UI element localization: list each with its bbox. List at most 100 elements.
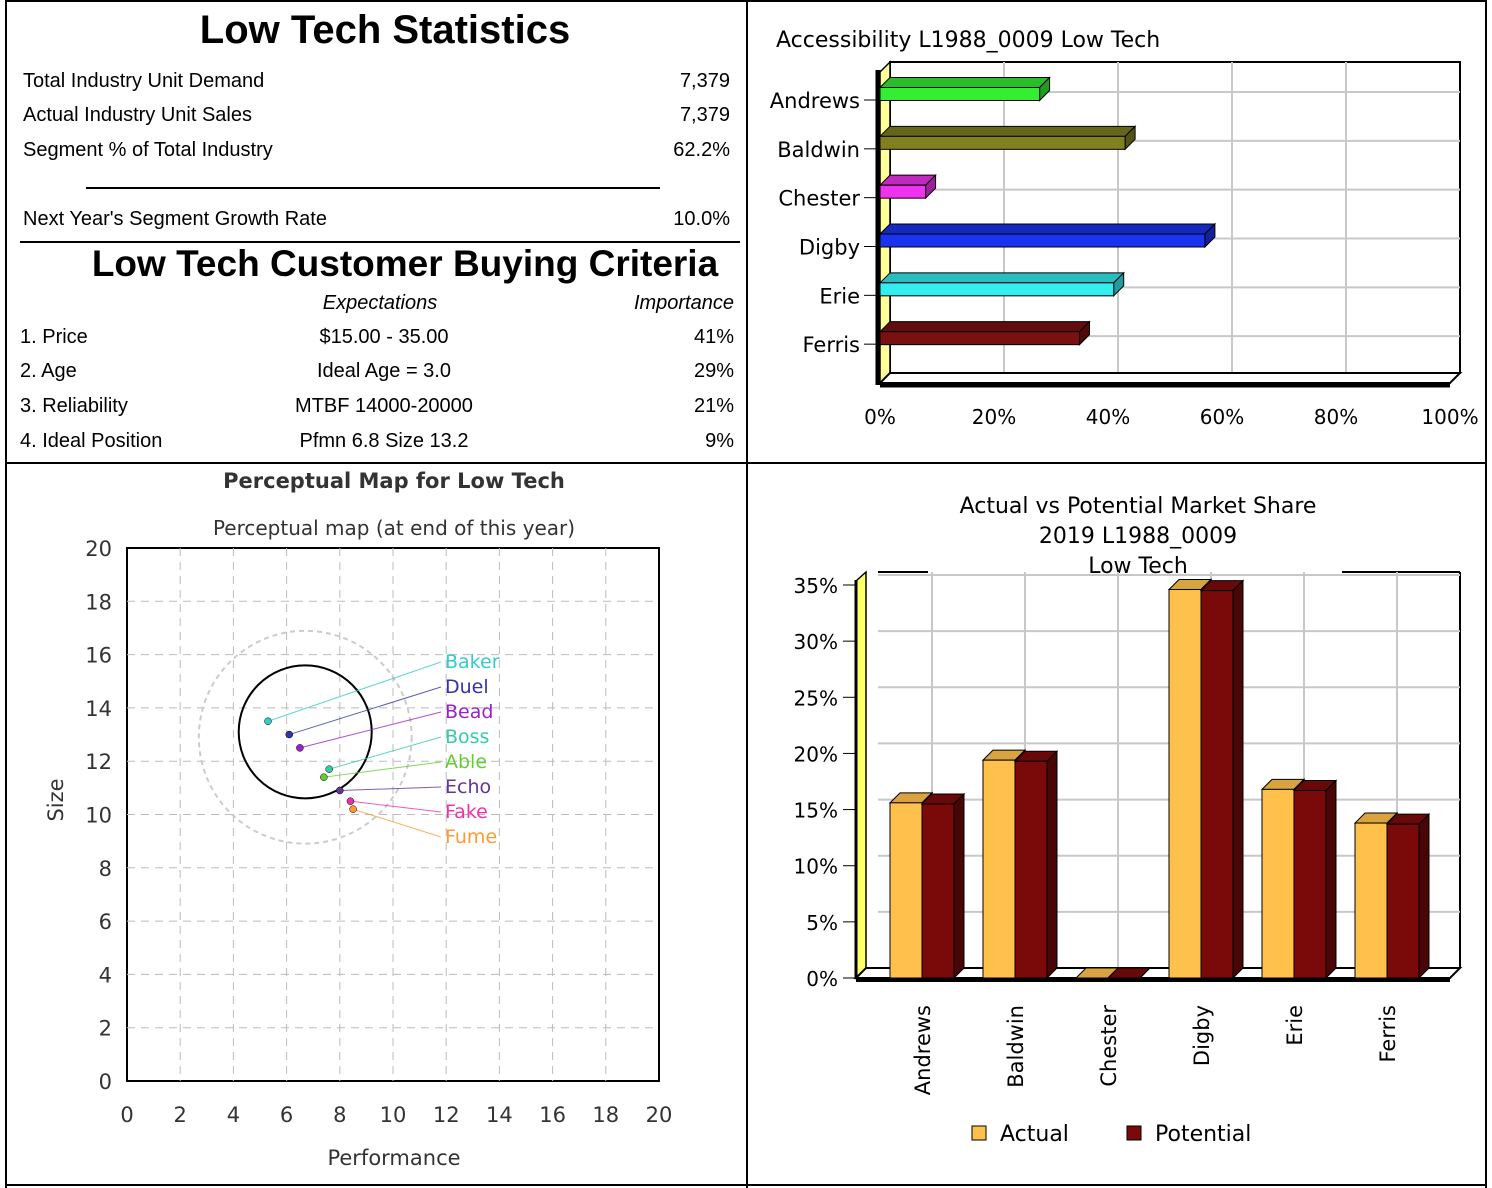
x-tick-label: Ferris — [1376, 1005, 1400, 1063]
bar-digby — [879, 233, 1206, 248]
product-label-fake: Fake — [445, 801, 488, 823]
chart-title-line: 2019 L1988_0009 — [1039, 524, 1237, 549]
frame-right — [1485, 0, 1487, 1188]
stat-value: 7,379 — [679, 104, 730, 126]
product-label-bead: Bead — [445, 701, 493, 723]
bar-potential-digby — [1200, 590, 1234, 979]
divider — [86, 187, 660, 189]
x-tick-label: 0% — [864, 405, 896, 429]
frame-mid-horizontal — [5, 462, 1487, 464]
x-tick-label: 14 — [486, 1103, 513, 1127]
product-leader-line — [267, 661, 442, 722]
y-tick-label: 20 — [85, 537, 112, 561]
y-tick-label: 14 — [85, 697, 112, 721]
bar-actual-erie — [1261, 788, 1295, 979]
bar-actual-ferris — [1354, 822, 1388, 979]
product-leader-line — [339, 786, 442, 792]
product-marker-duel — [285, 730, 294, 739]
x-tick-label: 2 — [174, 1103, 187, 1127]
chart-title: Perceptual Map for Low Tech — [223, 469, 565, 493]
y-tick-label: Chester — [778, 187, 860, 211]
stats-title: Low Tech Statistics — [199, 8, 571, 52]
chart-title: Accessibility L1988_0009 Low Tech — [776, 28, 1160, 53]
bar-potential-erie — [1293, 789, 1327, 979]
product-marker-baker — [264, 717, 272, 725]
legend-label: Potential — [1155, 1122, 1251, 1147]
x-tick-label: 12 — [433, 1103, 460, 1127]
bar-actual-baldwin — [982, 759, 1016, 979]
y-tick-label: 10% — [794, 855, 838, 879]
bar-chester — [879, 184, 927, 199]
product-leader-line — [289, 686, 442, 736]
y-tick-label: 12 — [85, 750, 112, 774]
x-tick-label: 8 — [333, 1103, 346, 1127]
y-tick-label: 2 — [99, 1017, 112, 1041]
floor — [877, 372, 1463, 384]
legend-swatch-potential — [1126, 1125, 1142, 1141]
x-tick-label: Digby — [1190, 1005, 1214, 1066]
bar-side — [1046, 750, 1058, 980]
x-tick-label: 6 — [280, 1103, 293, 1127]
x-tick-label: 0 — [120, 1103, 133, 1127]
criteria-label: 3. Reliability — [20, 395, 128, 417]
col-importance: Importance — [633, 292, 734, 314]
stat-label: Segment % of Total Industry — [23, 139, 273, 161]
stat-label: Actual Industry Unit Sales — [23, 104, 252, 126]
rough-cut-circle — [197, 629, 413, 845]
x-tick-label: Baldwin — [1004, 1005, 1028, 1088]
y-tick-label: Digby — [799, 236, 860, 260]
frame-middle — [746, 0, 748, 1188]
criteria-expectation: Pfmn 6.8 Size 13.2 — [299, 430, 469, 452]
bar-erie — [879, 282, 1115, 297]
frame-left — [5, 0, 7, 1188]
bar-top — [878, 321, 1091, 333]
x-tick-label: 80% — [1314, 405, 1358, 429]
fine-cut-circle — [237, 664, 373, 800]
x-tick-label: 20% — [972, 405, 1016, 429]
bar-actual-digby — [1168, 588, 1202, 979]
growth-value: 10.0% — [673, 208, 730, 230]
chart-subtitle: Perceptual map (at end of this year) — [213, 516, 575, 540]
product-leader-line — [323, 761, 442, 778]
criteria-label: 4. Ideal Position — [20, 430, 163, 452]
bar-side — [1325, 779, 1337, 980]
product-leader-line — [329, 736, 442, 770]
y-tick-label: 30% — [794, 630, 838, 654]
criteria-label: 2. Age — [20, 360, 77, 382]
y-tick-label: 0 — [99, 1070, 112, 1094]
product-label-baker: Baker — [445, 651, 500, 673]
product-marker-boss — [325, 765, 333, 773]
x-tick-label: 40% — [1086, 405, 1130, 429]
bar-top — [878, 77, 1051, 88]
criteria-importance: 29% — [693, 360, 734, 382]
y-tick-label: 25% — [794, 686, 838, 710]
x-tick-label: 20 — [646, 1103, 673, 1127]
criteria-importance: 41% — [693, 326, 734, 348]
growth-label: Next Year's Segment Growth Rate — [23, 208, 327, 230]
frame-top — [5, 0, 1487, 2]
y-tick-label: 0% — [806, 967, 838, 991]
criteria-title: Low Tech Customer Buying Criteria — [91, 243, 719, 284]
bar-actual-andrews — [889, 802, 923, 979]
y-tick-label: 15% — [794, 799, 838, 823]
bar-side — [1232, 579, 1244, 980]
legend-label: Actual — [1000, 1122, 1069, 1147]
y-tick-label: 6 — [99, 910, 112, 934]
y-tick-label: 5% — [806, 911, 838, 935]
bar-andrews — [879, 87, 1041, 101]
criteria-label: 1. Price — [20, 326, 88, 348]
criteria-expectation: MTBF 14000-20000 — [295, 395, 473, 417]
product-label-echo: Echo — [445, 776, 491, 798]
criteria-expectation: $15.00 - 35.00 — [319, 326, 449, 348]
x-tick-label: Andrews — [911, 1005, 935, 1095]
x-tick-label: 60% — [1200, 405, 1244, 429]
x-tick-label: 18 — [592, 1103, 619, 1127]
product-label-duel: Duel — [445, 676, 489, 698]
bar-ferris — [879, 331, 1080, 346]
x-tick-label: Chester — [1097, 1005, 1121, 1087]
frame-bottom — [5, 1184, 1487, 1186]
x-tick-label: 4 — [227, 1103, 240, 1127]
bar-top — [878, 125, 1137, 137]
product-label-boss: Boss — [445, 726, 489, 748]
product-marker-able — [320, 773, 328, 781]
